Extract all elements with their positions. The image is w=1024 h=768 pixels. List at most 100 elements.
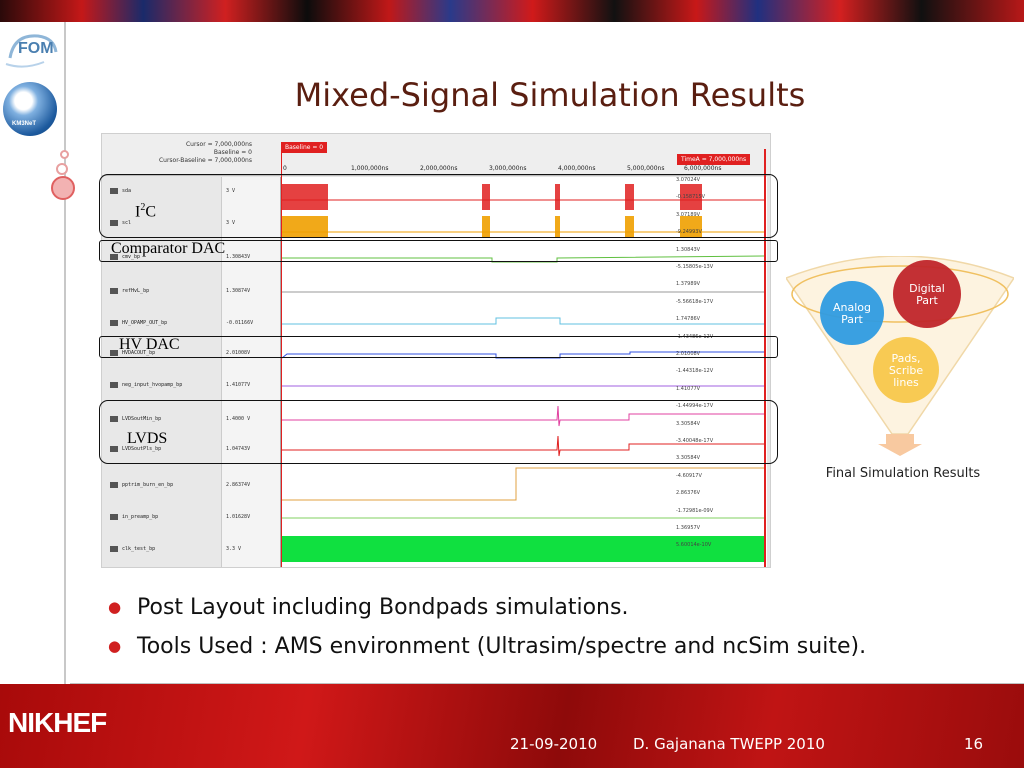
signal-visibility-toggle[interactable] xyxy=(110,514,118,520)
digital-part-circle-label: Part xyxy=(916,294,938,307)
signal-value: 1.30874V xyxy=(226,288,251,294)
trace-end-value: -9.24993V xyxy=(676,229,702,236)
km3net-logo-text: KM3NeT xyxy=(12,121,37,127)
bullet-dot-icon: ● xyxy=(108,598,122,616)
signal-visibility-toggle[interactable] xyxy=(110,188,118,194)
scl-burst xyxy=(482,216,490,238)
signal-name[interactable]: cmv_bp xyxy=(122,254,141,260)
group-label-i2c: I2C xyxy=(135,202,156,221)
sda-burst xyxy=(555,184,560,210)
digital-part-circle xyxy=(893,260,961,328)
trace-end-value: 2.86376V xyxy=(676,490,701,497)
waveform-traces xyxy=(281,184,765,562)
signal-visibility-toggle[interactable] xyxy=(110,220,118,226)
trace-end-value: 5.60014e-10V xyxy=(676,542,712,549)
footer-author: D. Gajanana TWEPP 2010 xyxy=(633,735,825,753)
signal-name-column xyxy=(102,177,222,567)
pads-scribe-lines-circle-label: Scribe xyxy=(889,364,924,377)
pads-scribe-lines-circle xyxy=(873,337,939,403)
signal-value: 1.30843V xyxy=(226,254,251,260)
signal-name[interactable]: HV_OPAMP_OUT_bp xyxy=(122,320,168,326)
signal-name[interactable]: HVDACOUT_bp xyxy=(122,350,156,356)
signal-visibility-toggle[interactable] xyxy=(110,416,118,422)
cursor-info-line: Cursor = 7,000,000ns xyxy=(185,141,252,148)
funnel-caption: Final Simulation Results xyxy=(825,466,981,481)
trace-end-value: 1.30843V xyxy=(676,246,701,253)
trace-end-value: -0.158715V xyxy=(676,194,706,201)
bullet-text: Post Layout including Bondpads simulatio… xyxy=(137,595,629,620)
group-box-i2c xyxy=(99,174,778,238)
funnel-rim xyxy=(791,265,1009,323)
signal-name[interactable]: LVDSoutPls_bp xyxy=(122,446,162,452)
signal-trace xyxy=(282,435,764,457)
km3net-logo-icon xyxy=(3,82,57,136)
fom-logo-text: FOM xyxy=(18,40,54,57)
signal-name[interactable]: neg_input_hvopamp_bp xyxy=(122,382,183,388)
signal-visibility-toggle[interactable] xyxy=(110,546,118,552)
cursor-info-line: Cursor-Baseline = 7,000,000ns xyxy=(158,157,252,164)
signal-value: -0.01166V xyxy=(226,320,254,326)
group-label-lvds: LVDS xyxy=(127,430,168,447)
signal-visibility-toggle[interactable] xyxy=(110,350,118,356)
trace-end-value: -3.40048e-17V xyxy=(676,438,714,444)
signal-trace xyxy=(282,317,764,325)
scl-burst xyxy=(625,216,634,238)
cursor-info-line: Baseline = 0 xyxy=(213,149,252,156)
time-tick-label: 1,000,000ns xyxy=(351,165,389,172)
baseline-marker[interactable]: Baseline = 0 xyxy=(281,142,328,153)
signal-trace xyxy=(282,467,764,501)
time-tick-label: 4,000,000ns xyxy=(558,165,596,172)
signal-value: 1.04743V xyxy=(226,446,251,452)
signal-name[interactable]: pptrim_burn_en_bp xyxy=(122,482,174,488)
top-decorative-banner xyxy=(0,0,1024,22)
scl-burst xyxy=(555,216,560,238)
left-divider xyxy=(64,22,66,690)
signal-name[interactable]: sda xyxy=(122,188,132,194)
waveform-header: Cursor = 7,000,000ns Baseline = 0 Cursor… xyxy=(102,134,770,176)
signal-name[interactable]: scl xyxy=(122,220,132,226)
time-tick-label: 2,000,000ns xyxy=(420,165,458,172)
waveform-plot xyxy=(281,177,767,567)
trace-end-value: 1.37989V xyxy=(676,281,701,288)
signal-name[interactable]: refHvL_bp xyxy=(122,288,150,294)
signal-visibility-toggle[interactable] xyxy=(110,482,118,488)
signal-visibility-toggle[interactable] xyxy=(110,288,118,294)
decorative-dot xyxy=(56,163,68,175)
cursor-info: Cursor = 7,000,000ns Baseline = 0 Cursor… xyxy=(102,134,278,176)
signal-value: 3.3 V xyxy=(226,546,242,552)
signal-visibility-toggle[interactable] xyxy=(110,254,118,260)
signal-name[interactable]: clk_test_bp xyxy=(122,546,156,552)
group-box-lvds xyxy=(99,400,778,464)
footer-divider xyxy=(70,683,1024,684)
trace-end-value: 1.41077V xyxy=(676,385,701,392)
time-tick-label: 5,000,000ns xyxy=(627,165,665,172)
decorative-dot xyxy=(51,176,75,200)
analog-part-circle xyxy=(820,281,884,345)
signal-visibility-toggle[interactable] xyxy=(110,320,118,326)
decorative-dot xyxy=(60,150,69,159)
signal-value-column xyxy=(222,177,281,567)
signal-trace xyxy=(282,405,764,427)
digital-part-circle-label: Digital xyxy=(909,282,945,295)
baseline-cursor[interactable] xyxy=(281,149,282,567)
signal-name[interactable]: in_preamp_bp xyxy=(122,514,159,520)
signal-name[interactable]: LVDSoutMin_bp xyxy=(122,416,162,422)
signal-visibility-toggle[interactable] xyxy=(110,446,118,452)
time-cursor[interactable] xyxy=(764,149,766,567)
page-number: 16 xyxy=(964,735,984,753)
signal-value: 3 V xyxy=(226,188,236,194)
trace-end-value: 2.01008V xyxy=(676,351,701,357)
group-label-comparator-dac: Comparator DAC xyxy=(111,240,226,257)
time-tick-label: 6,000,000ns xyxy=(684,165,722,172)
timea-marker[interactable]: TimeA = 7,000,000ns xyxy=(677,154,751,165)
trace-end-value: -1.72981e-09V xyxy=(676,507,714,514)
sda-burst xyxy=(680,184,702,210)
funnel-arrow-icon xyxy=(878,434,922,456)
signal-value: 1.41077V xyxy=(226,382,251,388)
bullet-text: Tools Used : AMS environment (Ultrasim/s… xyxy=(137,634,867,659)
footer-banner: NIKHEF 21-09-2010 D. Gajanana TWEPP 2010… xyxy=(0,684,1024,768)
group-box-hv-dac xyxy=(99,336,778,358)
nikhef-logo: NIKHEF xyxy=(8,707,107,738)
bullet-list: ● Post Layout including Bondpads simulat… xyxy=(105,592,945,670)
signal-visibility-toggle[interactable] xyxy=(110,382,118,388)
